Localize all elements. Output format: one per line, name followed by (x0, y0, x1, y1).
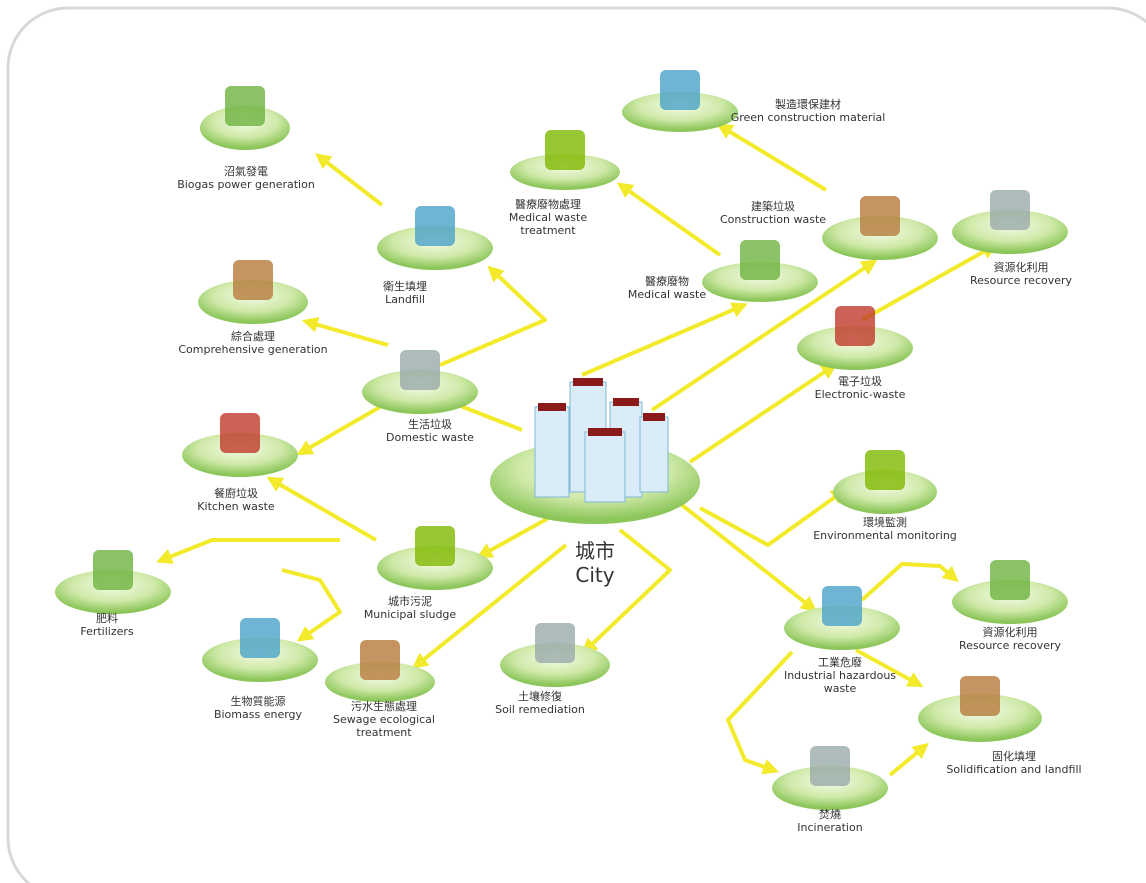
building (640, 417, 668, 492)
node-label-zh: 建築垃圾 (751, 199, 795, 213)
node-label-zh: 城市污泥 (388, 594, 432, 608)
node-label-en: Domestic waste (386, 431, 474, 444)
node-label-en: Incineration (797, 821, 862, 834)
node-icon (835, 306, 875, 346)
node-label-en: Medical waste (628, 288, 706, 301)
node-icon (415, 526, 455, 566)
node-label-en: Electronic-waste (815, 388, 906, 401)
node-icon (660, 70, 700, 110)
building-roof (588, 428, 622, 436)
node-label-zh: 綜合處理 (231, 329, 275, 343)
node-label-zh: 資源化利用 (983, 625, 1038, 639)
building-roof (613, 398, 639, 406)
node-label-en: Fertilizers (80, 625, 134, 638)
node-icon (360, 640, 400, 680)
node-label-zh: 焚燒 (819, 807, 841, 821)
node-icon (865, 450, 905, 490)
node-label-en: Solidification and landfill (946, 763, 1081, 776)
node-label-zh: 生活垃圾 (408, 417, 452, 431)
node-icon (400, 350, 440, 390)
node-label-zh: 城市 (575, 539, 615, 563)
node-label-en: Construction waste (720, 213, 826, 226)
node-icon (545, 130, 585, 170)
node-icon (960, 676, 1000, 716)
node-label-zh: 餐廚垃圾 (214, 486, 258, 500)
node-icon (415, 206, 455, 246)
node-label-zh: 資源化利用 (994, 260, 1049, 274)
node-icon (233, 260, 273, 300)
diagram: 沼氣發電Biogas power generation 衛生填埋Landfill 綜… (0, 0, 1146, 883)
node-icon (860, 196, 900, 236)
building-roof (643, 413, 665, 421)
node-label-en: City (575, 563, 614, 587)
node-label-zh: 醫療廢物處理 (515, 197, 581, 211)
node-label-zh: 衛生填埋 (383, 279, 427, 293)
building (585, 432, 625, 502)
node-icon (93, 550, 133, 590)
node-icon (990, 190, 1030, 230)
node-label-en: Medical waste (509, 211, 587, 224)
node-label-en: Resource recovery (970, 274, 1073, 287)
node-icon (990, 560, 1030, 600)
node-label-zh: 電子垃圾 (838, 374, 882, 388)
node-label-zh: 製造環保建材 (775, 97, 841, 111)
node-label-zh: 生物質能源 (231, 694, 286, 708)
building-roof (538, 403, 566, 411)
node-icon (225, 86, 265, 126)
node-label-zh: 土壤修復 (518, 689, 562, 703)
node-label-zh: 沼氣發電 (224, 164, 268, 178)
node-label-en: Industrial hazardous (784, 669, 896, 682)
node-label-en: treatment (356, 726, 412, 739)
node-label-en: Municipal sludge (364, 608, 457, 621)
building (535, 407, 569, 497)
node-label-zh: 環境監測 (863, 515, 907, 529)
node-label-en: Soil remediation (495, 703, 585, 716)
node-icon (220, 413, 260, 453)
node-label-en: Biomass energy (214, 708, 303, 721)
node-icon (810, 746, 850, 786)
node-label-en: waste (824, 682, 857, 695)
node-label-en: Green construction material (731, 111, 886, 124)
node-label-en: Resource recovery (959, 639, 1062, 652)
building-roof (573, 378, 603, 386)
node-icon (822, 586, 862, 626)
node-label-zh: 醫療廢物 (645, 274, 689, 288)
node-label-en: Comprehensive generation (178, 343, 327, 356)
node-label-en: Kitchen waste (197, 500, 275, 513)
node-label-en: Landfill (385, 293, 425, 306)
node-label-en: treatment (520, 224, 576, 237)
node-icon (535, 623, 575, 663)
node-label-en: Sewage ecological (333, 713, 435, 726)
node-label-zh: 肥料 (96, 611, 118, 625)
node-label-en: Biogas power generation (177, 178, 315, 191)
node-label-zh: 工業危廢 (818, 655, 862, 669)
node-label-zh: 固化填埋 (992, 749, 1036, 763)
node-icon (240, 618, 280, 658)
node-label-zh: 污水生態處理 (351, 699, 417, 713)
node-icon (740, 240, 780, 280)
node-label-en: Environmental monitoring (813, 529, 957, 542)
